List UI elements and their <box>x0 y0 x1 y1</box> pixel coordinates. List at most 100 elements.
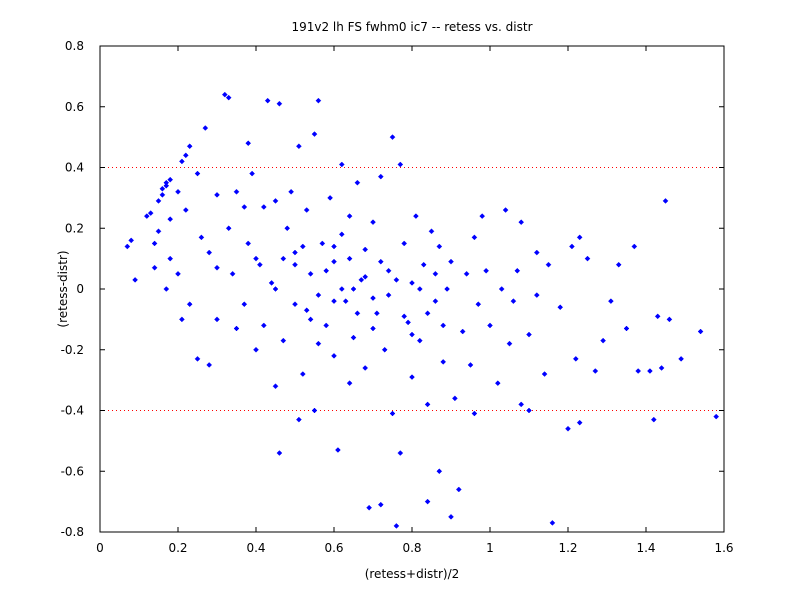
data-point <box>385 267 392 274</box>
data-point <box>678 356 684 362</box>
data-point <box>331 258 337 265</box>
data-point <box>292 261 298 268</box>
data-point <box>155 228 162 235</box>
data-point <box>257 261 263 268</box>
data-point <box>510 298 517 305</box>
data-point <box>338 286 345 292</box>
data-point <box>662 198 669 204</box>
data-point <box>225 225 232 232</box>
data-point <box>557 304 564 311</box>
data-point <box>280 255 287 262</box>
data-point <box>241 204 248 210</box>
data-point <box>233 325 240 332</box>
data-point <box>323 267 330 274</box>
data-point <box>409 374 415 380</box>
data-point <box>413 213 419 219</box>
data-point <box>292 301 298 308</box>
data-point <box>576 234 583 241</box>
data-point <box>155 198 162 204</box>
data-point <box>393 523 400 529</box>
data-point <box>498 286 505 292</box>
data-point <box>143 213 150 219</box>
data-point <box>315 97 322 104</box>
data-point <box>483 267 489 274</box>
data-point <box>323 322 330 329</box>
data-point <box>186 143 193 150</box>
data-point <box>206 249 213 256</box>
data-point <box>225 94 232 101</box>
data-point <box>424 498 431 505</box>
data-point <box>303 307 310 314</box>
data-point <box>362 246 369 253</box>
data-point <box>545 261 552 268</box>
data-point <box>151 264 158 271</box>
data-point <box>311 131 318 137</box>
data-point <box>506 340 513 347</box>
data-point <box>362 365 369 371</box>
data-point <box>214 264 220 271</box>
data-point <box>280 337 287 344</box>
data-point <box>666 316 673 323</box>
data-point <box>358 277 365 283</box>
data-point <box>151 240 158 247</box>
data-point <box>175 188 181 195</box>
data-point <box>385 292 392 298</box>
data-point <box>264 97 271 104</box>
data-point <box>502 207 509 213</box>
data-point <box>147 210 154 216</box>
x-tick-label: 0.6 <box>324 541 343 555</box>
data-point <box>366 504 372 511</box>
data-point <box>381 346 388 353</box>
data-point <box>186 301 193 308</box>
data-point <box>475 301 482 308</box>
data-point <box>245 140 252 147</box>
data-point <box>389 410 396 417</box>
data-point <box>428 228 435 235</box>
data-point <box>175 270 181 277</box>
y-tick-label: 0.4 <box>65 161 84 175</box>
data-point <box>518 219 525 226</box>
data-point <box>569 243 575 250</box>
data-point <box>299 371 306 377</box>
data-point <box>533 292 540 298</box>
x-tick-label: 1.2 <box>558 541 577 555</box>
data-point <box>713 413 720 420</box>
data-point <box>202 125 209 131</box>
data-point <box>572 356 579 362</box>
data-point <box>401 313 408 320</box>
data-point <box>311 407 318 414</box>
data-point <box>307 270 314 277</box>
data-point <box>206 362 213 368</box>
data-point <box>268 280 275 286</box>
x-tick-label: 1.4 <box>636 541 655 555</box>
data-point <box>303 207 310 213</box>
x-tick-label: 1 <box>486 541 494 555</box>
data-point <box>260 322 267 329</box>
data-point <box>229 270 236 277</box>
data-point <box>424 401 431 408</box>
data-point <box>467 362 474 368</box>
data-point <box>526 407 532 414</box>
data-point <box>397 450 404 456</box>
data-point <box>487 322 493 329</box>
y-tick-label: -0.8 <box>61 525 84 539</box>
x-tick-label: 1.6 <box>714 541 733 555</box>
data-point <box>377 258 384 265</box>
data-point <box>370 219 376 226</box>
chart-title: 191v2 lh FS fwhm0 ic7 -- retess vs. dist… <box>291 20 532 34</box>
data-point <box>299 243 306 250</box>
data-point <box>350 286 357 292</box>
data-point <box>338 231 345 238</box>
data-point <box>444 286 450 292</box>
data-point <box>471 234 478 241</box>
data-point <box>331 243 337 250</box>
y-tick-label: 0.6 <box>65 100 84 114</box>
data-point <box>494 380 501 387</box>
y-tick-label: 0.2 <box>65 221 84 235</box>
data-point <box>436 243 443 250</box>
data-point <box>182 207 189 213</box>
data-point <box>549 520 556 526</box>
y-tick-label: 0.8 <box>65 39 84 53</box>
data-point <box>346 255 353 262</box>
